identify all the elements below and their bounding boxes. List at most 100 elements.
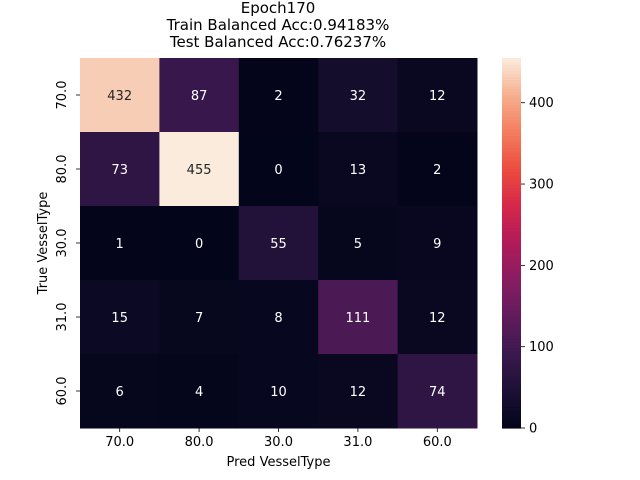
colorbar-segment xyxy=(502,79,521,84)
colorbar-segment xyxy=(502,159,521,164)
colorbar-segment xyxy=(502,215,521,219)
colorbar-segment xyxy=(502,406,521,411)
y-tick-label: 31.0 xyxy=(55,303,70,332)
colorbar-segment xyxy=(502,98,521,102)
colorbar-segment xyxy=(502,354,521,358)
heatmap-cell xyxy=(80,280,160,355)
colorbar-segment xyxy=(502,295,521,300)
colorbar-segment xyxy=(502,110,521,115)
colorbar-segment xyxy=(502,181,521,186)
colorbar-segment xyxy=(502,273,521,278)
colorbar-segment xyxy=(502,286,521,290)
cell-value-label: 0 xyxy=(195,237,203,252)
colorbar-segment xyxy=(502,153,521,158)
colorbar-segment xyxy=(502,397,521,401)
cell-value-label: 2 xyxy=(274,89,282,104)
colorbar-segment xyxy=(502,369,521,374)
colorbar-segment xyxy=(502,258,521,263)
cell-value-label: 10 xyxy=(270,385,287,400)
cell-value-label: 74 xyxy=(429,385,446,400)
colorbar-segment xyxy=(502,113,521,118)
heatmap-cell xyxy=(80,206,160,281)
colorbar-segment xyxy=(502,350,521,355)
colorbar-segment xyxy=(502,156,521,161)
heatmap-cell xyxy=(80,354,160,429)
cell-value-label: 12 xyxy=(429,89,446,104)
colorbar-segment xyxy=(502,184,521,189)
chart-title-test-acc: Test Balanced Acc:0.76237% xyxy=(169,33,387,51)
heatmap-cell xyxy=(318,206,399,281)
x-tick-label: 31.0 xyxy=(343,435,372,450)
heatmap-cell xyxy=(238,206,319,281)
colorbar-segment xyxy=(502,246,521,250)
heatmap-cell xyxy=(397,206,478,281)
colorbar-segment xyxy=(502,387,521,392)
heatmap-cell xyxy=(318,132,399,207)
colorbar-segment xyxy=(502,141,521,145)
colorbar-segment xyxy=(502,335,521,340)
colorbar-segment xyxy=(502,243,521,247)
chart-title-epoch: Epoch170 xyxy=(240,0,316,17)
cell-value-label: 1 xyxy=(116,237,124,252)
colorbar-segment xyxy=(502,224,521,229)
colorbar-segment xyxy=(502,162,521,167)
colorbar-segment xyxy=(502,147,521,152)
colorbar-segment xyxy=(502,150,521,155)
colorbar-segment xyxy=(502,175,521,179)
y-axis-label: True VesselType xyxy=(36,192,51,296)
colorbar-segment xyxy=(502,122,521,127)
colorbar-segment xyxy=(502,212,521,216)
cell-value-label: 12 xyxy=(429,311,446,326)
cell-value-label: 6 xyxy=(116,385,124,400)
colorbar-segment xyxy=(502,172,521,176)
colorbar-segment xyxy=(502,338,521,343)
colorbar-segment xyxy=(502,218,521,223)
colorbar-segment xyxy=(502,58,521,62)
colorbar-segment xyxy=(502,70,521,75)
colorbar-segment xyxy=(502,304,521,309)
colorbar-segment xyxy=(502,283,521,287)
heatmap-cell xyxy=(238,354,319,429)
y-tick-label: 80.0 xyxy=(55,155,70,184)
heatmap-cell xyxy=(397,132,478,207)
colorbar-segment xyxy=(502,119,521,124)
colorbar-segment xyxy=(502,384,521,389)
colorbar-segment xyxy=(502,199,521,204)
colorbar-segment xyxy=(502,357,521,361)
colorbar-segment xyxy=(502,239,521,244)
cell-value-label: 5 xyxy=(354,237,362,252)
colorbar-segment xyxy=(502,128,521,133)
colorbar-segment xyxy=(502,276,521,281)
colorbar-segment xyxy=(502,88,521,93)
colorbar-segment xyxy=(502,360,521,364)
colorbar-segment xyxy=(502,165,521,170)
colorbar-tick-label: 100 xyxy=(529,340,554,355)
x-tick-label: 30.0 xyxy=(264,435,293,450)
colorbar-segment xyxy=(502,372,521,377)
colorbar-segment xyxy=(502,73,521,78)
colorbar-segment xyxy=(502,421,521,426)
colorbar-segment xyxy=(502,280,521,284)
colorbar-tick-label: 0 xyxy=(529,422,537,437)
colorbar-segment xyxy=(502,132,521,136)
colorbar-segment xyxy=(502,347,521,352)
colorbar-segment xyxy=(502,409,521,414)
colorbar-segment xyxy=(502,221,521,226)
colorbar-segment xyxy=(502,310,521,315)
colorbar-segment xyxy=(502,418,521,423)
x-axis-label: Pred VesselType xyxy=(227,455,331,470)
colorbar-segment xyxy=(502,403,521,408)
colorbar-segment xyxy=(502,209,521,213)
colorbar-segment xyxy=(502,107,521,112)
colorbar-segment xyxy=(502,424,521,429)
colorbar-segment xyxy=(502,415,521,420)
colorbar-segment xyxy=(502,144,521,149)
colorbar-segment xyxy=(502,391,521,395)
colorbar-segment xyxy=(502,344,521,349)
colorbar-segment xyxy=(502,381,521,386)
heatmap-cell xyxy=(159,58,240,133)
colorbar-segment xyxy=(502,307,521,312)
colorbar-segment xyxy=(502,178,521,182)
colorbar-segment xyxy=(502,233,521,238)
